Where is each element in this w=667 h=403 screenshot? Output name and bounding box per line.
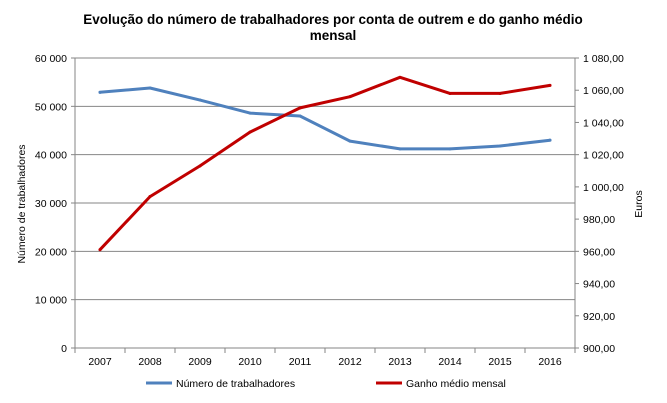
data-point-1	[148, 195, 152, 199]
gridlines	[75, 57, 575, 301]
x-axis-ticks: 2007 2008 2009 2010 2011 2012 2013 2014 2015 2016	[74, 348, 576, 368]
data-point-1	[398, 75, 402, 79]
series-line-0	[98, 86, 552, 151]
y2-tick-label: 940,00	[583, 279, 615, 291]
data-point-1	[298, 106, 302, 110]
data-point-1	[348, 95, 352, 99]
legend-label-ganho: Ganho médio mensal	[406, 378, 506, 390]
x-tick-label: 2008	[138, 356, 162, 368]
y-tick-label: 50 000	[35, 101, 67, 113]
data-point-0	[248, 111, 252, 115]
data-point-0	[98, 90, 102, 94]
data-point-0	[448, 147, 452, 151]
y2-tick-label: 1 060,00	[583, 85, 624, 97]
y2-tick-label: 980,00	[583, 214, 615, 226]
x-tick-label: 2013	[388, 356, 412, 368]
x-tick-label: 2016	[538, 356, 562, 368]
data-point-0	[198, 98, 202, 102]
y2-axis-label: Euros	[633, 190, 645, 217]
y-tick-label: 0	[61, 343, 67, 355]
series-line-1	[98, 75, 552, 252]
y-axis-label: Número de trabalhadores	[16, 144, 28, 263]
y-tick-label: 40 000	[35, 150, 67, 162]
data-point-0	[148, 86, 152, 90]
data-point-1	[198, 164, 202, 168]
y2-tick-label: 960,00	[583, 246, 615, 258]
data-point-1	[98, 248, 102, 252]
x-tick-label: 2015	[488, 356, 512, 368]
data-point-1	[498, 91, 502, 95]
data-point-1	[548, 83, 552, 87]
data-point-0	[298, 114, 302, 118]
chart-title-line-2: mensal	[310, 28, 357, 43]
x-tick-label: 2012	[338, 356, 362, 368]
chart-title-line-1: Evolução do número de trabalhadores por …	[83, 12, 583, 27]
y2-tick-label: 1 080,00	[583, 53, 624, 65]
data-point-0	[498, 144, 502, 148]
y-tick-label: 20 000	[35, 246, 67, 258]
x-tick-label: 2010	[238, 356, 262, 368]
y-tick-label: 60 000	[35, 53, 67, 65]
y-tick-label: 10 000	[35, 295, 67, 307]
data-point-0	[548, 138, 552, 142]
y2-tick-label: 1 000,00	[583, 182, 624, 194]
data-point-0	[398, 147, 402, 151]
y-tick-label: 30 000	[35, 198, 67, 210]
y2-tick-label: 920,00	[583, 311, 615, 323]
x-tick-label: 2009	[188, 356, 212, 368]
x-tick-label: 2011	[289, 356, 312, 368]
data-point-0	[348, 139, 352, 143]
legend-label-trabalhadores: Número de trabalhadores	[176, 378, 295, 390]
data-point-1	[448, 91, 452, 95]
data-point-1	[248, 130, 252, 134]
y2-tick-label: 900,00	[583, 343, 615, 355]
y2-tick-label: 1 040,00	[583, 117, 624, 129]
legend: Número de trabalhadores Ganho médio mens…	[146, 378, 506, 390]
y2-tick-label: 1 020,00	[583, 150, 624, 162]
series-lines	[98, 75, 552, 252]
left-axis-ticks: 0 10 000 20 000 30 000 40 000 50 000 60 000	[35, 53, 75, 355]
x-tick-label: 2007	[88, 356, 112, 368]
x-tick-label: 2014	[438, 356, 462, 368]
right-axis-ticks: 900,00 920,00 940,00 960,00 980,00 1 000,00 1 …	[575, 53, 624, 355]
